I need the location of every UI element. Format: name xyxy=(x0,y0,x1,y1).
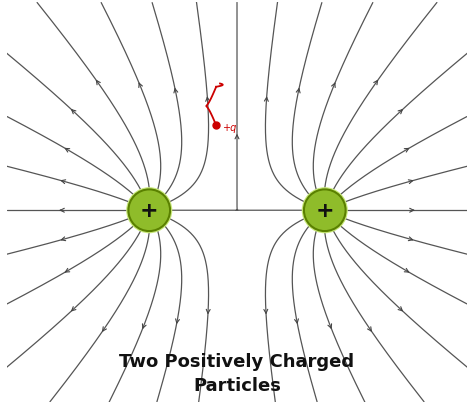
Circle shape xyxy=(128,190,170,232)
Circle shape xyxy=(126,188,172,234)
Circle shape xyxy=(302,188,348,234)
Text: Two Positively Charged
Particles: Two Positively Charged Particles xyxy=(119,352,355,394)
Text: +: + xyxy=(140,201,158,221)
Text: +: + xyxy=(316,201,334,221)
Circle shape xyxy=(304,190,346,232)
Text: +q: +q xyxy=(223,122,237,132)
